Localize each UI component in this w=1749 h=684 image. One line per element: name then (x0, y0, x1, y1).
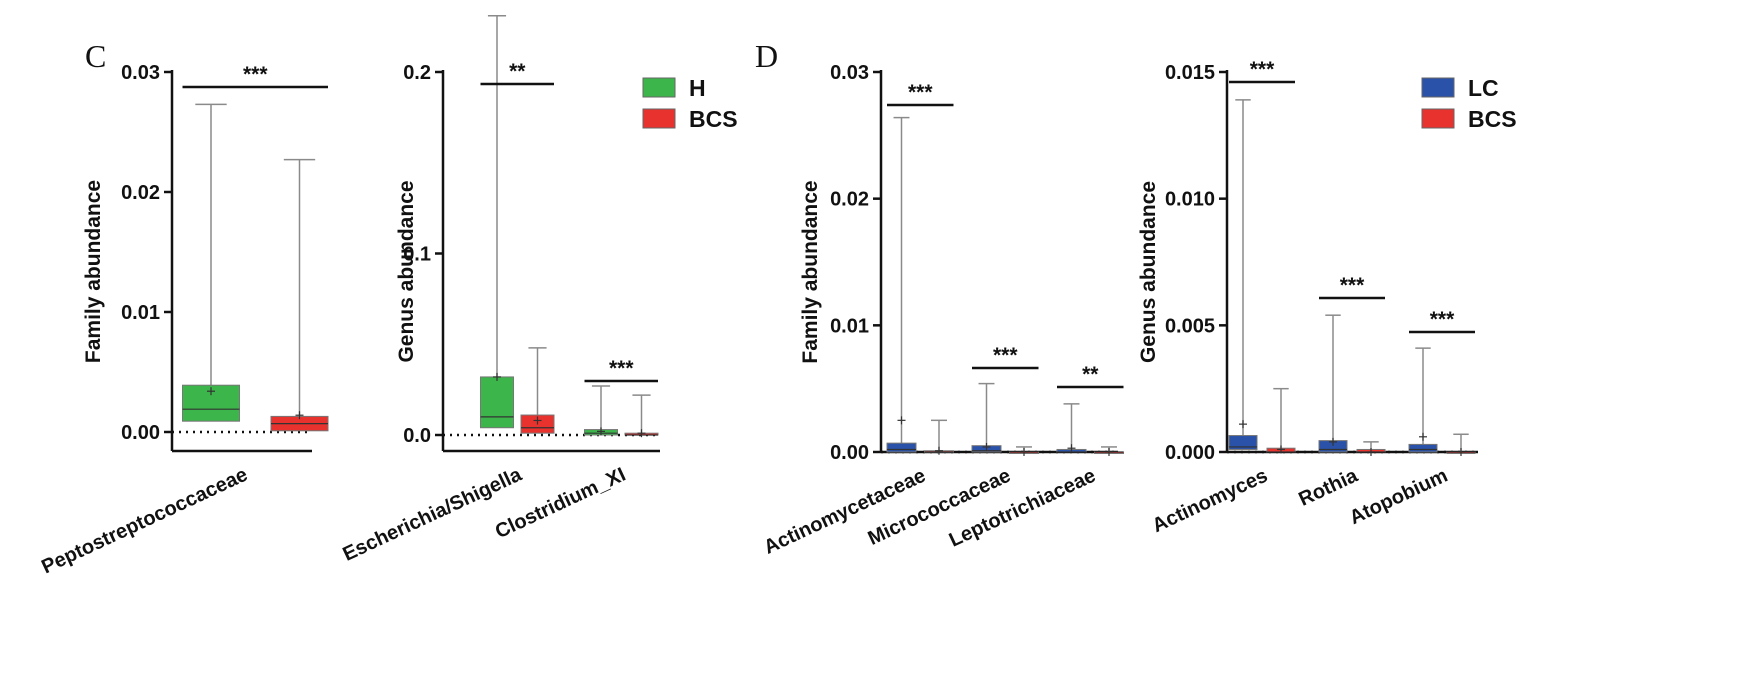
legend-label: H (689, 75, 706, 101)
y-axis-label: Genus abundance (395, 180, 418, 362)
y-tick-label: 0.02 (121, 182, 160, 204)
category-label: Leptotrichiaceae (946, 465, 1099, 552)
significance-label: *** (609, 357, 634, 380)
y-tick-label: 0.2 (403, 62, 431, 84)
y-tick-label: 0.1 (403, 244, 431, 266)
significance-label: *** (993, 344, 1018, 367)
category-label: Actinomyces (1149, 465, 1271, 538)
y-tick-label: 0.03 (121, 62, 160, 84)
chart-layer: 0.00 0.01 0.02 0.03 Family abundance *** Pepto… (38, 14, 1517, 579)
significance-label: ** (1082, 363, 1099, 386)
panel-letter-c: C (85, 38, 106, 74)
category-label: Micrococcaceae (865, 465, 1014, 550)
panel-letter-d: D (755, 38, 778, 74)
box-lc (1408, 443, 1438, 453)
category-label: Atopobium (1346, 465, 1451, 530)
y-axis-label: Family abundance (82, 180, 105, 363)
y-tick-label: 0.010 (1165, 189, 1215, 211)
box-plot-0: 0.00 0.01 0.02 0.03 Family abundance *** Pepto… (38, 62, 329, 579)
category-label: Escherichia/Shigella (340, 463, 526, 566)
y-tick-label: 0.005 (1165, 315, 1215, 337)
y-tick-label: 0.000 (1165, 442, 1215, 464)
legend-swatch (1421, 108, 1455, 129)
y-tick-label: 0.03 (830, 62, 869, 84)
box-plot-3: 0.000 0.005 0.010 0.015 Genus abundance *** Ac… (1137, 58, 1517, 537)
y-tick-label: 0.00 (830, 442, 869, 464)
legend-label: BCS (689, 106, 738, 132)
y-axis-label: Family abundance (799, 180, 822, 363)
legend-swatch (642, 108, 676, 129)
category-label: Rothia (1295, 464, 1361, 511)
legend-label: BCS (1468, 106, 1517, 132)
box-h (480, 376, 514, 429)
legend-swatch (1421, 77, 1455, 98)
significance-label: *** (1340, 274, 1365, 297)
category-label: Peptostreptococcaceae (38, 464, 251, 579)
box-lc (1228, 435, 1258, 450)
y-tick-label: 0.00 (121, 422, 160, 444)
y-tick-label: 0.01 (121, 302, 160, 324)
significance-label: ** (509, 60, 526, 83)
y-tick-label: 0.015 (1165, 62, 1215, 84)
significance-label: *** (243, 63, 268, 86)
significance-label: *** (908, 81, 933, 104)
legend-label: LC (1468, 75, 1499, 101)
box-lc (886, 442, 917, 453)
significance-label: *** (1250, 58, 1275, 81)
box-plot-1: 0.0 0.1 0.2 Genus abundance ** Escherichia/Sh… (340, 14, 738, 566)
legend-swatch (642, 77, 676, 98)
y-tick-label: 0.01 (830, 315, 869, 337)
y-axis-label: Genus abundance (1137, 181, 1160, 363)
y-tick-label: 0.0 (403, 425, 431, 447)
significance-label: *** (1430, 308, 1455, 331)
y-tick-label: 0.02 (830, 189, 869, 211)
